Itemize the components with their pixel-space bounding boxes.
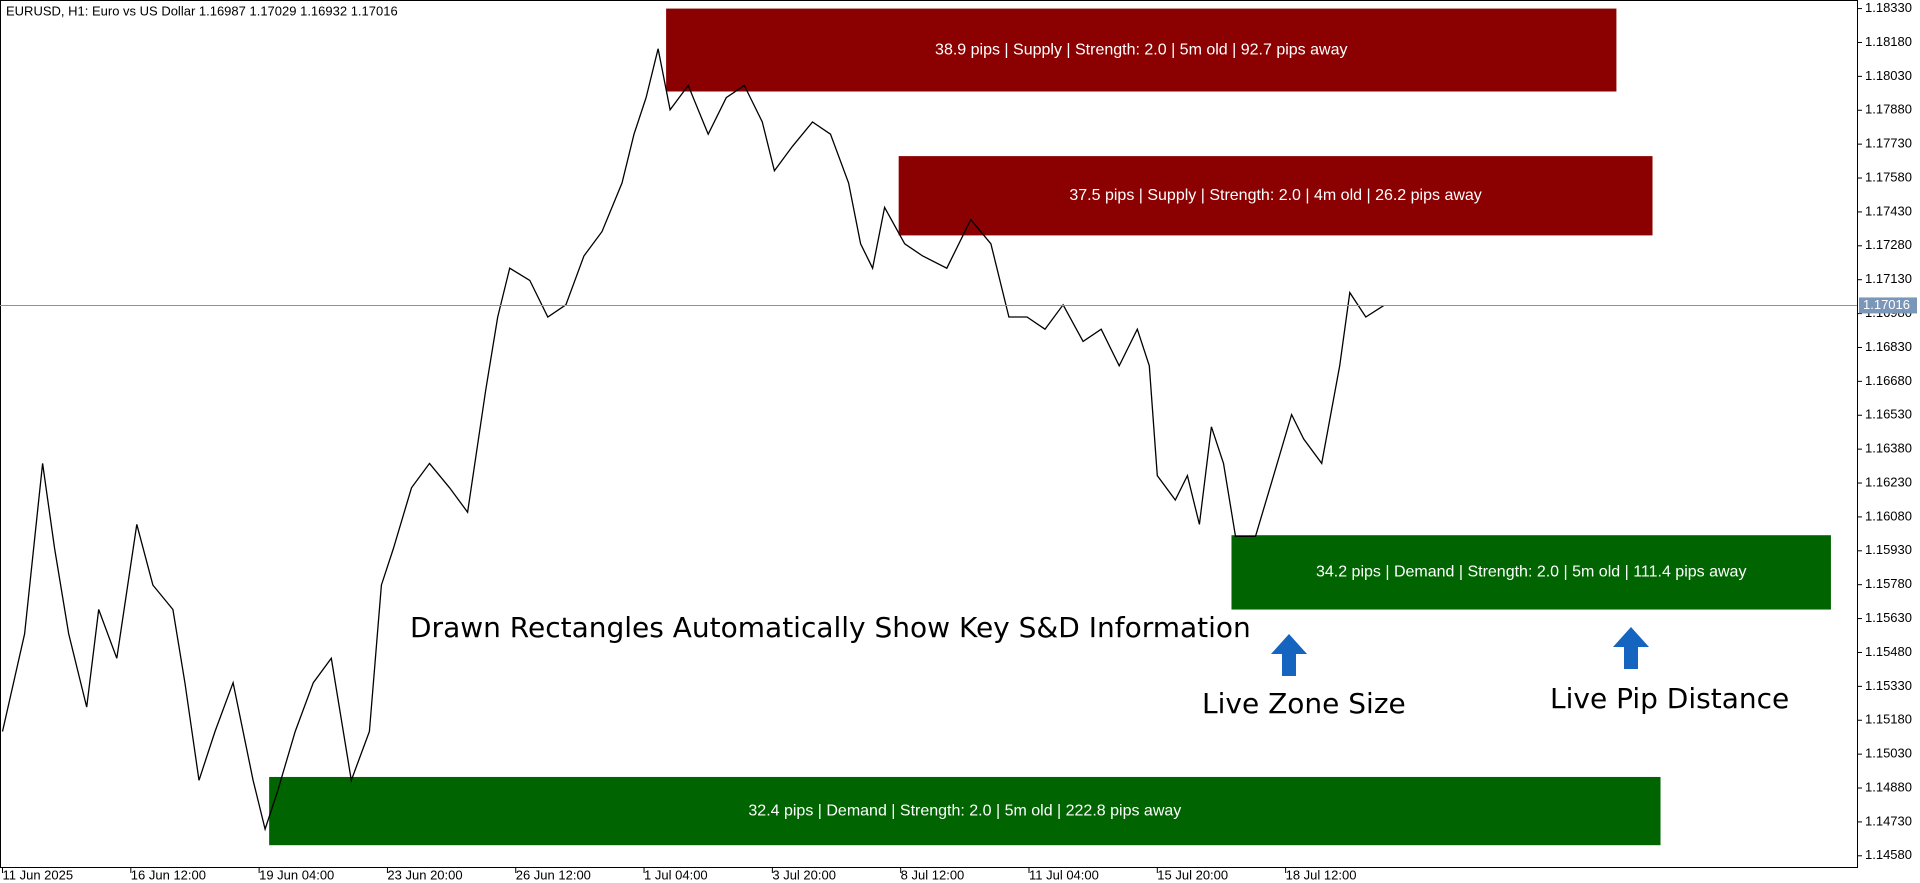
y-tick-label: 1.16830 [1865,339,1912,354]
annotation: Live Pip Distance [1550,682,1789,715]
y-tick-label: 1.17280 [1865,237,1912,252]
y-tick-label: 1.18180 [1865,34,1912,49]
chart-title: EURUSD, H1: Euro vs US Dollar 1.16987 1.… [6,3,398,18]
zone-label: 34.2 pips | Demand | Strength: 2.0 | 5m … [1316,564,1747,581]
zone-label: 37.5 pips | Supply | Strength: 2.0 | 4m … [1069,187,1481,204]
y-tick-label: 1.15930 [1865,542,1912,557]
current-price-label: 1.17016 [1863,297,1910,312]
y-tick-label: 1.14730 [1865,813,1912,828]
zone-label: 32.4 pips | Demand | Strength: 2.0 | 5m … [748,802,1181,819]
x-tick-label: 11 Jul 04:00 [1029,867,1099,882]
y-tick-label: 1.17430 [1865,203,1912,218]
y-tick-label: 1.17880 [1865,102,1912,117]
y-tick-label: 1.15630 [1865,610,1912,625]
y-tick-label: 1.16530 [1865,407,1912,422]
x-tick-label: 1 Jul 04:00 [644,867,708,882]
x-tick-label: 15 Jul 20:00 [1157,867,1228,882]
y-tick-label: 1.16080 [1865,508,1912,523]
price-line [1,48,1385,832]
y-tick-label: 1.15480 [1865,644,1912,659]
annotation: Drawn Rectangles Automatically Show Key … [410,611,1251,644]
zone [269,776,1661,846]
y-tick-label: 1.16380 [1865,441,1912,456]
x-tick-label: 18 Jul 12:00 [1286,867,1357,882]
x-tick-label: 23 Jun 20:00 [387,867,462,882]
x-tick-label: 8 Jul 12:00 [901,867,965,882]
zone [1231,535,1831,610]
x-tick-label: 11 Jun 2025 [3,867,74,882]
y-tick-label: 1.17130 [1865,271,1912,286]
x-tick-label: 3 Jul 20:00 [772,867,836,882]
y-tick-label: 1.16680 [1865,373,1912,388]
annotation: Live Zone Size [1202,687,1406,720]
arrow [1613,627,1649,669]
y-tick-label: 1.14880 [1865,779,1912,794]
current-price-box [1859,297,1917,314]
x-tick-label: 19 Jun 04:00 [259,867,334,882]
zone [666,8,1617,92]
plot-frame [0,0,1858,868]
y-tick-label: 1.18030 [1865,68,1912,83]
y-tick-label: 1.15030 [1865,746,1912,761]
zone [898,156,1653,236]
y-tick-label: 1.15180 [1865,712,1912,727]
arrow [1271,634,1307,676]
y-tick-label: 1.17730 [1865,136,1912,151]
y-tick-label: 1.17580 [1865,169,1912,184]
y-tick-label: 1.14580 [1865,847,1912,862]
y-tick-label: 1.16230 [1865,474,1912,489]
zone-label: 38.9 pips | Supply | Strength: 2.0 | 5m … [935,41,1347,58]
y-tick-label: 1.15330 [1865,678,1912,693]
y-tick-label: 1.18330 [1865,0,1912,15]
y-tick-label: 1.15780 [1865,576,1912,591]
x-tick-label: 26 Jun 12:00 [516,867,591,882]
x-tick-label: 16 Jun 12:00 [131,867,206,882]
